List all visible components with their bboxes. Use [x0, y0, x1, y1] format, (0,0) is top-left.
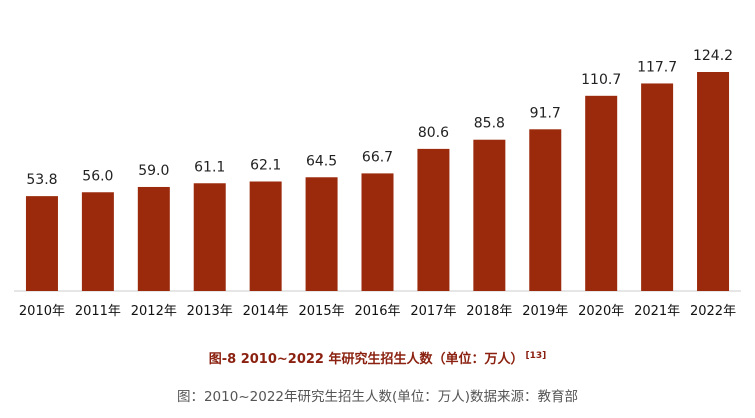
- x-tick-label: 2021年: [634, 304, 680, 319]
- data-label: 117.7: [637, 59, 677, 75]
- bar-2021年: [641, 83, 674, 291]
- bar-2016年: [361, 173, 394, 291]
- bar-2012年: [137, 186, 170, 291]
- bar-2017年: [417, 148, 450, 291]
- x-tick-label: 2012年: [131, 304, 177, 319]
- data-label: 62.1: [250, 158, 281, 174]
- figure-caption: 图：2010~2022年研究生招生人数(单位：万人)数据来源：教育部: [176, 389, 579, 405]
- x-tick-label: 2016年: [354, 304, 400, 319]
- data-label: 91.7: [530, 105, 561, 121]
- data-label: 110.7: [581, 72, 621, 88]
- chart-title: 图-8 2010~2022 年研究生招生人数（单位：万人） [13]: [0, 348, 755, 367]
- data-label: 59.0: [138, 163, 169, 179]
- x-tick-label: 2020年: [578, 304, 624, 319]
- bar-2013年: [193, 183, 226, 291]
- bar-2011年: [81, 192, 114, 291]
- chart-title-text: 图-8 2010~2022 年研究生招生人数（单位：万人）: [208, 352, 524, 367]
- data-label: 64.5: [306, 153, 337, 169]
- x-tick-label: 2011年: [75, 304, 121, 319]
- bar-2010年: [25, 196, 58, 291]
- x-tick-label: 2022年: [690, 304, 736, 319]
- bar-2020年: [585, 95, 618, 291]
- data-label: 56.0: [82, 168, 113, 184]
- x-tick-label: 2015年: [299, 304, 345, 319]
- x-tick-label: 2017年: [410, 304, 456, 319]
- data-label: 124.2: [693, 48, 733, 64]
- bar-2015年: [305, 177, 338, 291]
- chart-title-reference: [13]: [525, 350, 547, 361]
- x-tick-label: 2014年: [243, 304, 289, 319]
- x-tick-label: 2010年: [19, 304, 65, 319]
- x-tick-label: 2019年: [522, 304, 568, 319]
- bar-chart: 53.8 2010年 56.0 2011年 59.0 2012年 61.1 2013年 62.1…: [14, 48, 741, 319]
- data-label: 66.7: [362, 149, 393, 165]
- x-tick-label: 2013年: [187, 304, 233, 319]
- bar-2014年: [249, 181, 282, 291]
- x-tick-label: 2018年: [466, 304, 512, 319]
- bar-2022年: [697, 72, 730, 291]
- bar-2019年: [529, 129, 562, 291]
- data-label: 80.6: [418, 125, 449, 141]
- data-label: 61.1: [194, 159, 225, 175]
- data-label: 53.8: [26, 172, 57, 188]
- bar-2018年: [473, 139, 506, 291]
- data-label: 85.8: [474, 116, 505, 132]
